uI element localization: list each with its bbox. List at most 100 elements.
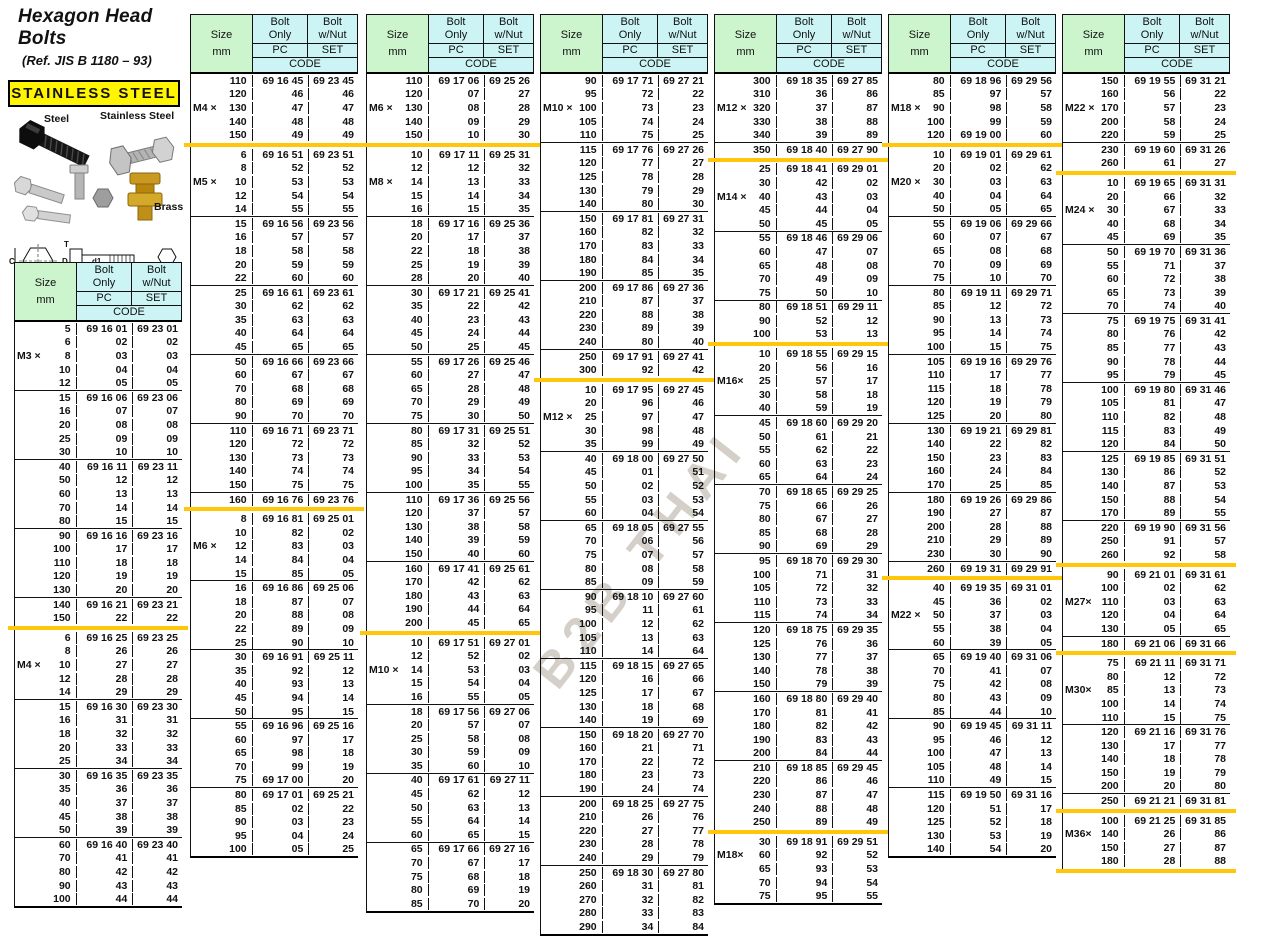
table-row: 18 87 07: [191, 595, 358, 609]
pc-code-cell: 02: [1123, 582, 1181, 595]
size-value: 80: [758, 301, 771, 314]
row-group: 65 69 17 66 69 27 16 70 67 17 75 68 18 80 69 19 85 70…: [367, 841, 534, 911]
set-code-cell: 74: [658, 783, 708, 796]
size-value: 85: [1106, 684, 1119, 697]
table-row: 160 69 18 80 69 29 40: [715, 692, 882, 706]
set-code-cell: 59: [658, 576, 708, 589]
size-value: 120: [229, 438, 247, 451]
size-value: 170: [579, 239, 597, 252]
size-cell: 80: [889, 692, 950, 704]
size-value: 180: [927, 493, 945, 506]
pc-code-cell: 69 19 60: [1123, 143, 1181, 156]
size-value: 25: [410, 732, 423, 745]
size-cell: 18: [367, 218, 428, 230]
pc-code-cell: 69 18 30: [601, 866, 659, 879]
table-row: 80 76 42: [1063, 328, 1230, 342]
size-value: 16: [410, 203, 423, 216]
row-group: 30 69 16 91 69 25 11 35 92 12 40 93 13 45 94 14 50 95…: [191, 649, 358, 718]
bolt-with-nut-header: Bolt w/Nut: [131, 263, 181, 291]
set-code-cell: 65: [1180, 622, 1230, 635]
size-cell: 200: [367, 617, 428, 629]
size-cell: 85: [889, 300, 950, 312]
table-row: 230 28 78: [541, 838, 708, 852]
table-row: 90 69 29: [715, 540, 882, 554]
size-value: 350: [753, 143, 771, 156]
table-row: 22 89 09: [191, 622, 358, 636]
size-cell: 130: [541, 701, 602, 713]
size-value: 65: [758, 863, 771, 876]
size-value: 220: [1101, 521, 1119, 534]
set-code-cell: 80: [1006, 410, 1056, 423]
set-code-cell: 51: [658, 466, 708, 479]
size-value: 40: [758, 190, 771, 203]
size-cell: 90: [541, 591, 602, 603]
row-group: 10 69 17 11 69 25 31 12 12 32 M8 × 14 13 33 15 14 34…: [367, 148, 534, 216]
table-body: 150 69 19 55 69 31 21 160 56 22 M22 × 170 57 23 20…: [1056, 74, 1236, 874]
set-code-cell: 64: [1180, 609, 1230, 622]
size-cell: 70: [1063, 300, 1124, 312]
size-value: 85: [584, 576, 597, 589]
table-row: 140 19 69: [541, 713, 708, 727]
size-value: 125: [927, 410, 945, 423]
pc-code-cell: 65: [251, 341, 309, 354]
set-header: SET: [131, 291, 181, 305]
size-value: 75: [410, 410, 423, 423]
pc-code-cell: 69 17 56: [427, 705, 485, 718]
size-cell: 210: [715, 762, 776, 774]
set-code-cell: 07: [308, 595, 358, 608]
size-cell: 110: [191, 75, 252, 87]
size-cell: 14: [191, 554, 252, 566]
size-value: 240: [579, 336, 597, 349]
size-value: 14: [410, 175, 423, 188]
set-code-cell: 46: [658, 397, 708, 410]
set-code-cell: 36: [832, 637, 882, 650]
size-cell: 120: [889, 803, 950, 815]
pc-code-cell: 48: [775, 259, 833, 272]
size-cell: 120: [367, 88, 428, 100]
set-code-cell: 02: [832, 176, 882, 189]
size-cell: 20: [15, 419, 76, 431]
size-cell: 55: [1063, 260, 1124, 272]
pc-code-cell: 69 16 40: [75, 838, 133, 851]
pc-code-cell: 09: [427, 115, 485, 128]
size-value: 140: [1101, 753, 1119, 766]
row-group: 18 69 17 16 69 25 36 20 17 37 22 18 38 25 19 39 28 20…: [367, 215, 534, 285]
size-value: 12: [410, 162, 423, 175]
pc-code-cell: 29: [949, 534, 1007, 547]
size-cell: 75: [1063, 315, 1124, 327]
table-row: 110 82 48: [1063, 410, 1230, 424]
set-code-cell: 48: [658, 424, 708, 437]
size-cell: 100: [367, 479, 428, 491]
section-divider: [534, 378, 714, 383]
pc-code-cell: 08: [949, 244, 1007, 257]
table-row: 220 88 38: [541, 308, 708, 322]
set-code-cell: 02: [132, 336, 182, 349]
page-title: Hexagon Head Bolts: [18, 6, 153, 49]
pc-code-cell: 95: [775, 890, 833, 903]
pc-code-cell: 41: [75, 852, 133, 865]
section-divider: [708, 830, 888, 835]
size-header-label: Size: [34, 277, 57, 289]
size-cell: 150: [367, 548, 428, 560]
table-row: 150 27 87: [1063, 841, 1230, 855]
size-value: 95: [234, 829, 247, 842]
pc-code-cell: 15: [1123, 711, 1181, 724]
pc-code-cell: 69 19 00: [949, 129, 1007, 142]
table-row: 95 11 61: [541, 604, 708, 618]
size-value: 125: [927, 816, 945, 829]
table-row: 95 72 22: [541, 88, 708, 102]
pc-code-cell: 12: [1123, 670, 1181, 683]
size-cell: 30: [715, 836, 776, 848]
set-code-cell: 27: [1180, 157, 1230, 170]
size-value: 55: [234, 720, 247, 733]
size-cell: 60: [191, 734, 252, 746]
pc-code-cell: 13: [427, 175, 485, 188]
set-code-cell: 27: [132, 659, 182, 672]
set-code-cell: 69 29 01: [832, 163, 882, 176]
table-row: 55 03 53: [541, 493, 708, 507]
table-row: 80 12 72: [1063, 670, 1230, 684]
set-code-cell: 33: [484, 175, 534, 188]
size-value: 12: [58, 672, 71, 685]
table-row: 75 68 18: [367, 870, 534, 884]
size-cell: 230: [889, 548, 950, 560]
